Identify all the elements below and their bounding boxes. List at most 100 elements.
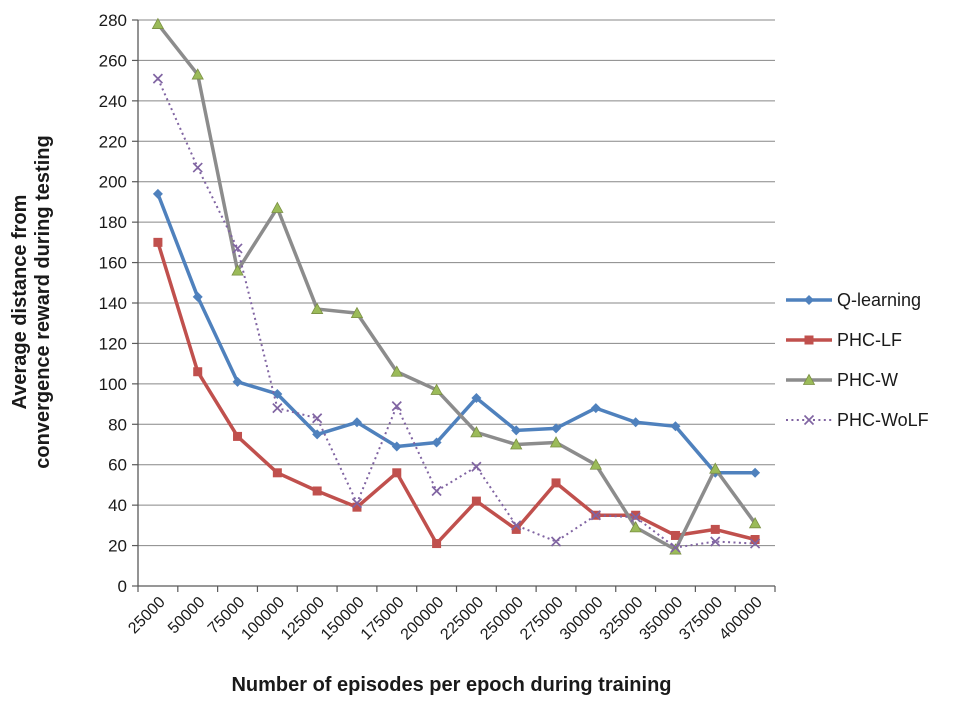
y-tick-label: 200 — [99, 173, 127, 192]
x-tick-label: 150000 — [318, 594, 368, 644]
legend-item-phc-lf: PHC-LF — [786, 320, 929, 360]
y-tick-label: 120 — [99, 334, 127, 353]
x-tick-label: 100000 — [238, 594, 288, 644]
triangle-marker-icon — [470, 426, 483, 438]
x-tick-label: 375000 — [676, 594, 726, 644]
square-marker-icon — [471, 496, 481, 506]
x-marker-icon — [590, 510, 601, 521]
x-marker-icon — [152, 73, 164, 84]
triangle-marker-icon — [669, 543, 682, 555]
diamond-marker-icon — [511, 425, 522, 436]
square-marker-icon — [392, 468, 402, 478]
x-marker-icon — [803, 414, 815, 426]
y-axis-tick-labels: 0 20 40 60 80 100 120 140 160 180 200 220 240 260 280 — [99, 11, 127, 596]
legend-label-phc-lf: PHC-LF — [837, 329, 903, 350]
square-marker-icon — [710, 524, 720, 534]
diamond-marker-icon — [804, 295, 814, 305]
x-tick-label: 225000 — [437, 594, 487, 644]
triangle-marker-icon — [629, 521, 642, 533]
x-marker-icon — [670, 542, 681, 553]
triangle-marker-icon — [589, 458, 603, 470]
y-tick-label: 80 — [108, 415, 127, 434]
triangle-marker-icon — [310, 302, 324, 314]
square-marker-icon — [233, 431, 243, 441]
diamond-marker-icon — [551, 423, 562, 434]
diamond-marker-icon — [431, 437, 442, 448]
y-axis-title: Average distance from convergence reward… — [9, 80, 55, 524]
diamond-marker-icon — [192, 291, 203, 302]
triangle-marker-icon — [350, 306, 364, 319]
y-axis-title-line2: convergence reward during testing — [32, 135, 54, 469]
triangle-marker-icon — [802, 373, 816, 385]
legend-item-phc-wolf: PHC-WoLF — [786, 400, 929, 440]
square-marker-icon — [432, 539, 442, 549]
series-markers-phc-w — [151, 17, 762, 555]
triangle-marker-icon — [510, 438, 523, 450]
y-tick-label: 140 — [99, 294, 127, 313]
square-marker-icon — [272, 468, 282, 478]
square-marker-icon — [631, 510, 641, 520]
x-marker-icon — [431, 485, 442, 497]
x-axis-tick-labels: 2500050000750001000001250001500001750002… — [125, 594, 766, 644]
triangle-marker-icon — [271, 201, 284, 213]
legend-label-phc-w: PHC-W — [837, 369, 898, 390]
x-tick-label: 50000 — [165, 594, 209, 638]
x-marker-icon — [351, 498, 363, 509]
y-tick-label: 60 — [108, 456, 127, 475]
triangle-marker-icon — [191, 68, 204, 80]
y-tick-label: 20 — [108, 537, 127, 556]
series-markers-phc-lf — [153, 237, 760, 549]
x-marker-icon — [312, 413, 323, 424]
axes — [132, 19, 776, 592]
x-marker-icon — [192, 162, 203, 173]
x-marker-icon — [550, 536, 562, 547]
gridlines — [138, 19, 775, 547]
x-tick-label: 200000 — [398, 594, 448, 644]
y-tick-label: 160 — [99, 254, 127, 273]
diamond-marker-icon — [391, 441, 402, 452]
y-tick-label: 240 — [99, 92, 127, 111]
x-tick-label: 250000 — [477, 594, 527, 644]
diamond-marker-icon — [590, 403, 601, 414]
x-marker-icon — [272, 403, 283, 414]
diamond-marker-icon — [670, 421, 681, 432]
y-tick-label: 40 — [108, 496, 127, 515]
x-tick-label: 325000 — [597, 594, 647, 644]
x-marker-icon — [471, 461, 482, 472]
diamond-marker-icon — [312, 429, 323, 440]
legend-marker-phc-w-icon — [786, 373, 832, 385]
legend-marker-phc-lf-icon — [786, 335, 832, 345]
series-markers-phc-wolf — [152, 73, 761, 553]
series-markers-q-learning — [152, 188, 761, 478]
series-line-phc-wolf — [156, 78, 756, 549]
x-tick-label: 125000 — [278, 594, 328, 644]
x-marker-icon — [630, 512, 641, 523]
square-marker-icon — [670, 530, 680, 540]
square-marker-icon — [511, 524, 521, 534]
y-tick-label: 100 — [99, 375, 127, 394]
x-tick-label: 300000 — [557, 594, 607, 644]
y-tick-label: 180 — [99, 213, 127, 232]
y-tick-label: 260 — [99, 51, 127, 70]
square-marker-icon — [804, 335, 814, 345]
triangle-marker-icon — [748, 517, 762, 529]
diamond-marker-icon — [750, 467, 761, 478]
square-marker-icon — [193, 367, 203, 377]
legend-item-phc-w: PHC-W — [786, 360, 929, 400]
x-marker-icon — [511, 520, 522, 531]
x-tick-label: 175000 — [358, 594, 408, 644]
y-tick-label: 0 — [118, 577, 127, 596]
series-line-q-learning — [156, 192, 757, 475]
triangle-marker-icon — [709, 462, 722, 474]
triangle-marker-icon — [231, 264, 244, 276]
series-line-phc-w — [156, 22, 757, 552]
y-tick-label: 220 — [99, 132, 127, 151]
legend-marker-q-learning-icon — [786, 295, 832, 305]
legend-label-phc-wolf: PHC-WoLF — [837, 409, 929, 430]
x-tick-label: 25000 — [125, 594, 169, 638]
chart-legend: Q-learning PHC-LF PHC-W PHC-WoLF — [786, 280, 929, 440]
x-tick-label: 275000 — [517, 594, 567, 644]
y-axis-title-line1: Average distance from — [9, 194, 31, 410]
